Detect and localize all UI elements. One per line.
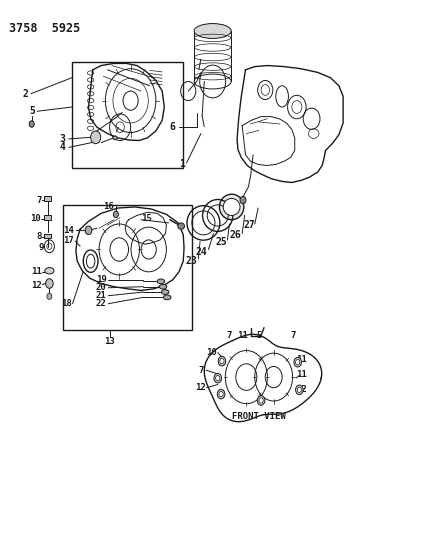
Ellipse shape	[157, 279, 165, 284]
Circle shape	[113, 211, 119, 217]
Text: 10: 10	[206, 348, 217, 357]
Text: 20: 20	[96, 283, 107, 292]
Text: 11: 11	[31, 268, 42, 276]
Ellipse shape	[163, 295, 171, 300]
Circle shape	[29, 121, 34, 127]
Text: 23: 23	[186, 256, 197, 266]
Circle shape	[46, 279, 53, 288]
Bar	[72, 62, 183, 168]
Circle shape	[297, 387, 301, 392]
Text: 4: 4	[59, 142, 65, 152]
Circle shape	[294, 358, 301, 367]
Circle shape	[214, 373, 222, 383]
Text: 5: 5	[30, 106, 36, 116]
Text: 11: 11	[297, 355, 307, 364]
Text: 5: 5	[256, 331, 262, 340]
Text: 7: 7	[226, 331, 232, 340]
Circle shape	[296, 360, 300, 365]
Text: 12: 12	[296, 385, 306, 394]
Text: 8: 8	[37, 232, 42, 241]
Circle shape	[85, 226, 92, 235]
Text: 7: 7	[198, 366, 204, 375]
Circle shape	[216, 375, 220, 381]
Ellipse shape	[194, 23, 231, 38]
Ellipse shape	[159, 284, 167, 289]
Text: 11: 11	[296, 370, 306, 379]
Ellipse shape	[161, 289, 169, 294]
Text: 10: 10	[30, 214, 41, 223]
Ellipse shape	[223, 198, 240, 215]
Text: 12: 12	[196, 383, 206, 392]
Circle shape	[218, 357, 226, 366]
Text: 15: 15	[141, 214, 152, 223]
Text: 6: 6	[170, 122, 175, 132]
Text: 19: 19	[96, 275, 107, 284]
Circle shape	[257, 395, 265, 405]
Bar	[63, 205, 192, 330]
Ellipse shape	[45, 268, 54, 274]
Text: 14: 14	[63, 226, 74, 235]
Text: 3: 3	[59, 134, 65, 144]
Text: 17: 17	[63, 237, 74, 246]
Text: 13: 13	[104, 337, 115, 346]
Text: 25: 25	[215, 237, 227, 247]
Text: 9: 9	[38, 243, 44, 252]
Ellipse shape	[220, 194, 244, 220]
Text: 22: 22	[96, 299, 107, 308]
Circle shape	[47, 293, 52, 300]
Bar	[45, 233, 51, 238]
Text: 21: 21	[96, 291, 107, 300]
Text: FRONT VIEW: FRONT VIEW	[232, 412, 286, 421]
Text: 1: 1	[179, 159, 185, 169]
Circle shape	[217, 389, 225, 399]
Ellipse shape	[178, 223, 184, 229]
Text: 24: 24	[196, 247, 208, 256]
Text: 18: 18	[61, 299, 71, 308]
Ellipse shape	[113, 136, 117, 140]
Circle shape	[220, 359, 224, 364]
Text: 7: 7	[37, 196, 42, 205]
Circle shape	[259, 398, 263, 403]
Circle shape	[296, 385, 303, 394]
Text: 2: 2	[23, 88, 29, 99]
Text: 26: 26	[230, 230, 242, 240]
Text: 12: 12	[31, 281, 42, 290]
Text: 27: 27	[244, 220, 256, 230]
Text: 11: 11	[238, 331, 248, 340]
Bar	[44, 215, 51, 220]
Circle shape	[91, 131, 101, 144]
Text: 16: 16	[103, 203, 114, 212]
Circle shape	[240, 196, 246, 204]
Bar	[44, 196, 51, 200]
Circle shape	[219, 391, 223, 397]
Text: 3758  5925: 3758 5925	[9, 22, 80, 35]
Text: 7: 7	[290, 331, 295, 340]
